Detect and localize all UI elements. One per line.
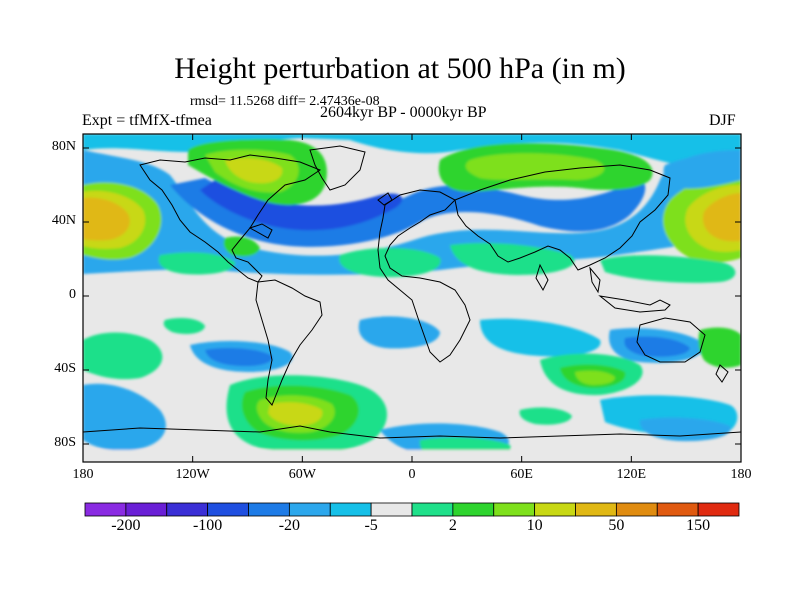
lat-tick-label: 40S xyxy=(54,361,76,376)
colorbar-label: -5 xyxy=(364,517,378,534)
lat-tick-label: 40N xyxy=(51,213,76,228)
lat-tick-label: 0 xyxy=(69,287,76,302)
colorbar-swatch xyxy=(288,502,331,517)
lon-tick-label: 120E xyxy=(616,467,647,482)
lon-tick-label: 60E xyxy=(510,467,533,482)
colorbar-label: 150 xyxy=(686,517,711,534)
colorbar-swatch xyxy=(656,502,699,517)
lat-tick-label: 80S xyxy=(54,435,76,450)
colorbar-label: 10 xyxy=(526,517,543,534)
colorbar-swatch xyxy=(166,502,209,517)
season-label: DJF xyxy=(709,112,736,129)
coastlines xyxy=(83,145,741,439)
colorbar-swatch xyxy=(248,502,290,517)
lon-tick-label: 120W xyxy=(175,467,210,482)
colorbar-swatch xyxy=(125,502,168,517)
lon-tick-label: 0 xyxy=(408,467,416,482)
colorbar-swatch xyxy=(452,502,495,517)
colorbar-label: 50 xyxy=(608,517,625,534)
colorbar-swatch xyxy=(370,502,413,517)
lon-tick-label: 180 xyxy=(730,467,752,482)
colorbar-swatch xyxy=(493,502,536,517)
axis-ticks xyxy=(82,134,742,462)
lon-tick-label: 180 xyxy=(72,467,94,482)
period-label: 2604kyr BP - 0000kyr BP xyxy=(320,104,487,121)
colorbar-label: -100 xyxy=(192,517,223,534)
lon-tick-label: 60W xyxy=(288,467,316,482)
colorbar-swatch xyxy=(207,502,249,517)
colorbar-label: 2 xyxy=(448,517,457,534)
colorbar-label: -200 xyxy=(111,517,141,534)
map-title: Height perturbation at 500 hPa (in m) xyxy=(174,52,626,85)
colorbar-swatch xyxy=(84,502,127,517)
contour-field xyxy=(83,134,741,462)
colorbar-swatch xyxy=(697,502,740,517)
colorbar-swatch xyxy=(575,502,617,517)
lat-tick-label: 80N xyxy=(51,139,76,154)
experiment-label: Expt = tfMfX-tfmea xyxy=(82,112,212,129)
colorbar-label: -20 xyxy=(278,517,301,534)
colorbar-swatch xyxy=(615,502,658,517)
colorbar-swatch xyxy=(411,502,454,517)
colorbar-swatch xyxy=(534,502,576,517)
colorbar xyxy=(84,502,740,517)
stats-text: rmsd= 11.5268 diff= 2.47436e-08 xyxy=(190,94,380,109)
colorbar-swatch xyxy=(329,502,372,517)
